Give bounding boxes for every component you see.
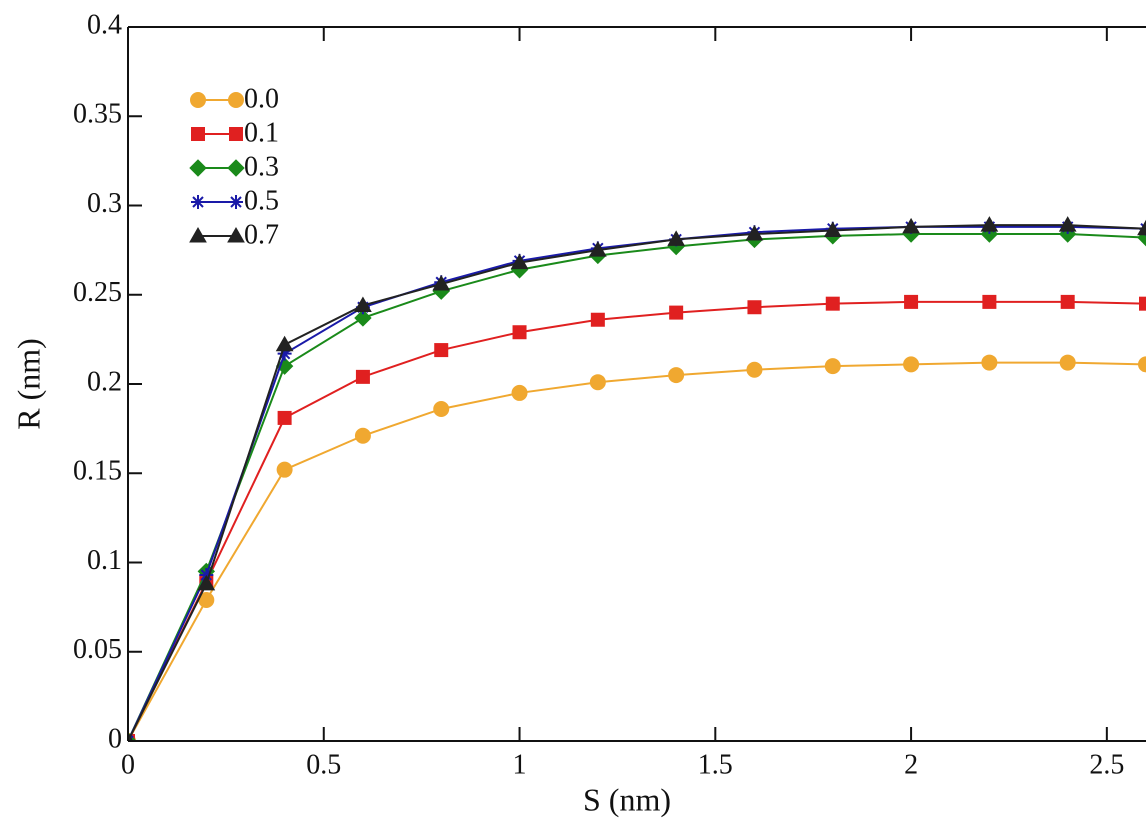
marker <box>746 361 763 378</box>
marker <box>590 312 605 327</box>
marker <box>1137 219 1146 236</box>
marker <box>511 384 528 401</box>
y-tick-label: 0.4 <box>87 9 122 40</box>
legend-marker <box>191 127 205 141</box>
marker <box>745 225 764 241</box>
marker <box>902 217 920 234</box>
x-tick-label: 1.5 <box>698 749 733 780</box>
marker <box>277 346 292 361</box>
marker <box>589 374 606 391</box>
y-tick-label: 0.25 <box>73 277 122 308</box>
marker <box>354 296 372 312</box>
legend-marker <box>189 226 207 243</box>
marker <box>277 410 292 425</box>
marker <box>903 356 920 373</box>
marker <box>981 354 998 371</box>
series-line <box>128 233 1146 741</box>
marker <box>823 221 842 237</box>
legend-marker <box>229 195 243 209</box>
marker <box>510 253 529 270</box>
y-tick-label: 0.2 <box>87 366 122 397</box>
series-line <box>128 224 1146 741</box>
x-tick-label: 0 <box>121 749 135 780</box>
marker <box>434 343 449 358</box>
marker <box>432 275 451 291</box>
legend-label: 0.5 <box>244 185 279 216</box>
marker <box>197 574 216 591</box>
marker <box>980 216 999 232</box>
marker <box>825 296 840 311</box>
marker <box>433 400 450 417</box>
marker <box>512 325 527 340</box>
marker <box>355 369 370 384</box>
y-axis-label: R (nm) <box>10 338 46 430</box>
marker <box>824 358 841 375</box>
series-line <box>128 300 1146 741</box>
marker <box>667 230 686 246</box>
legend-label: 0.7 <box>244 219 279 250</box>
legend-label: 0.0 <box>244 83 279 114</box>
x-tick-label: 1 <box>513 749 527 780</box>
y-tick-label: 0.35 <box>73 99 122 130</box>
legend-marker <box>227 226 245 243</box>
legend-marker <box>191 195 205 209</box>
marker <box>1138 356 1146 373</box>
x-tick-label: 2.5 <box>1089 749 1124 780</box>
marker <box>276 461 293 478</box>
marker <box>275 335 294 352</box>
y-tick-label: 0.05 <box>73 634 122 665</box>
legend-marker <box>228 92 244 108</box>
x-tick-label: 2 <box>904 749 918 780</box>
legend-marker <box>189 159 207 177</box>
marker <box>747 300 762 315</box>
y-tick-label: 0.15 <box>73 456 122 487</box>
series-line <box>128 361 1146 741</box>
marker <box>588 241 607 257</box>
marker <box>1060 294 1075 309</box>
marker <box>354 309 372 327</box>
legend-marker <box>229 127 243 141</box>
marker <box>668 367 685 384</box>
marker <box>904 294 919 309</box>
y-tick-label: 0.3 <box>87 188 122 219</box>
y-tick-label: 0 <box>108 723 122 754</box>
marker <box>1059 354 1076 371</box>
marker <box>1058 216 1077 232</box>
legend-marker <box>190 92 206 108</box>
legend-label: 0.1 <box>244 117 279 148</box>
legend-marker <box>227 159 245 177</box>
plot-area <box>128 216 1146 741</box>
legend-label: 0.3 <box>244 151 279 182</box>
x-tick-label: 0.5 <box>306 749 341 780</box>
marker <box>1139 296 1146 311</box>
marker <box>669 305 684 320</box>
y-tick-label: 0.1 <box>87 545 122 576</box>
marker <box>354 427 371 444</box>
x-axis-label: S (nm) <box>583 781 671 817</box>
marker <box>982 294 997 309</box>
